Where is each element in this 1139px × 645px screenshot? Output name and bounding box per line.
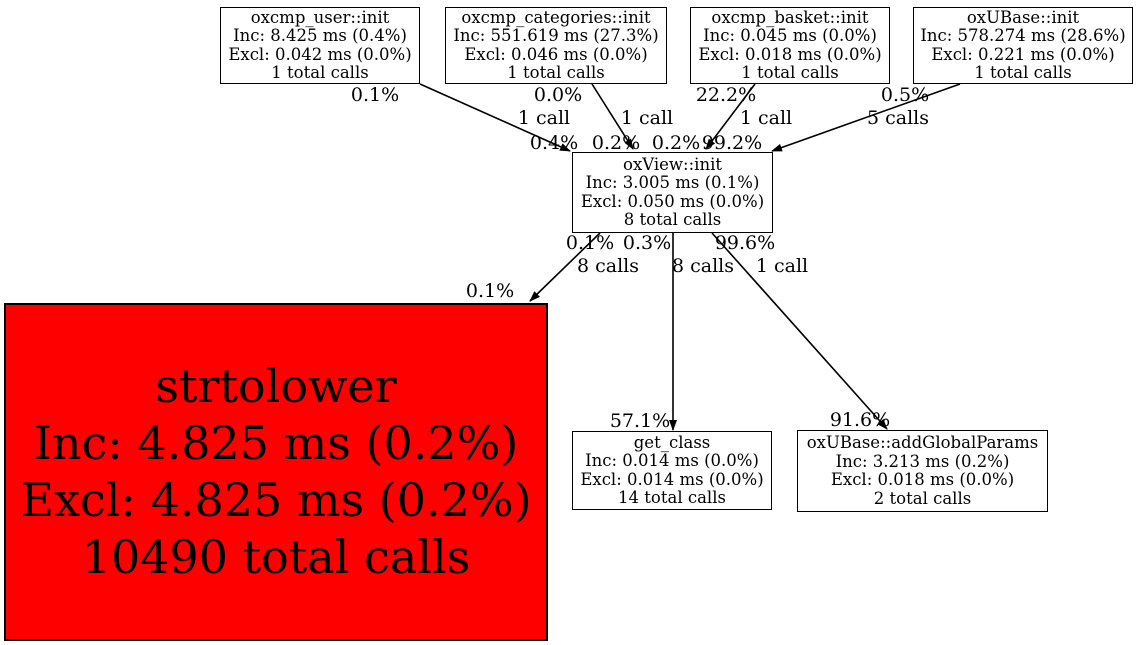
edge-oxubase-to-oxview (771, 83, 961, 152)
edge-label-strtolower-head-percent: 0.1% (465, 280, 515, 302)
edge-label-categories-call-count: 1 call (620, 107, 674, 129)
edge-label-user-tail-percent: 0.1% (350, 84, 400, 106)
node-oxcmp-basket-init: oxcmp_basket::init Inc: 0.045 ms (0.0%) … (690, 7, 890, 84)
node-title: oxUBase::addGlobalParams (806, 433, 1039, 452)
edge-label-strtolower-call-count: 8 calls (576, 255, 640, 277)
node-inclusive-cost: Inc: 3.005 ms (0.1%) (585, 173, 760, 192)
edge-label-addglobalparams-call-count: 1 call (755, 255, 809, 277)
edge-oxview-to-strtolower (529, 232, 601, 302)
node-title: oxUBase::init (966, 7, 1080, 27)
node-exclusive-cost: Excl: 0.046 ms (0.0%) (464, 44, 648, 64)
node-exclusive-cost: Excl: 0.042 ms (0.0%) (228, 44, 412, 64)
node-title: oxView::init (623, 154, 722, 174)
edge-label-oxubase-call-count: 5 calls (866, 107, 930, 129)
node-inclusive-cost: Inc: 3.213 ms (0.2%) (835, 451, 1010, 471)
edge-label-basket-head-percent: 0.2% (651, 132, 701, 154)
node-get-class: get_class Inc: 0.014 ms (0.0%) Excl: 0.0… (572, 431, 772, 510)
edge-label-basket-tail-percent: 22.2% (695, 84, 757, 106)
edge-user-to-oxview (419, 83, 571, 152)
node-oxcmp-categories-init: oxcmp_categories::init Inc: 551.619 ms (… (445, 7, 667, 84)
node-exclusive-cost: Excl: 0.018 ms (0.0%) (830, 470, 1015, 489)
edge-label-categories-tail-percent: 0.0% (533, 84, 583, 106)
edge-label-getclass-head-percent: 57.1% (609, 410, 671, 432)
node-total-calls: 10490 total calls (81, 530, 471, 584)
edge-label-addglobalparams-tail-percent: 99.6% (714, 232, 776, 254)
node-oxview-init: oxView::init Inc: 3.005 ms (0.1%) Excl: … (572, 152, 773, 233)
node-total-calls: 8 total calls (623, 210, 722, 229)
node-exclusive-cost: Excl: 0.050 ms (0.0%) (580, 191, 765, 211)
node-inclusive-cost: Inc: 0.045 ms (0.0%) (703, 26, 877, 45)
node-title: oxcmp_categories::init (461, 7, 651, 27)
edge-label-user-head-percent: 0.4% (529, 132, 579, 154)
edge-label-oxubase-head-percent: 99.2% (701, 132, 763, 154)
edge-label-addglobalparams-head-percent: 91.6% (829, 409, 891, 431)
node-exclusive-cost: Excl: 4.825 ms (0.2%) (20, 473, 532, 527)
edge-label-strtolower-tail-percent: 0.1% (565, 232, 615, 254)
node-title: get_class (633, 432, 711, 452)
node-oxcmp-user-init: oxcmp_user::init Inc: 8.425 ms (0.4%) Ex… (220, 7, 420, 84)
node-title: strtolower (155, 359, 397, 413)
node-inclusive-cost: Inc: 551.619 ms (27.3%) (453, 26, 659, 45)
node-oxubase-addglobalparams: oxUBase::addGlobalParams Inc: 3.213 ms (… (797, 430, 1048, 512)
node-strtolower: strtolower Inc: 4.825 ms (0.2%) Excl: 4.… (4, 303, 548, 641)
node-exclusive-cost: Excl: 0.018 ms (0.0%) (698, 44, 882, 64)
edge-label-getclass-call-count: 8 calls (671, 255, 735, 277)
edge-label-oxubase-tail-percent: 0.5% (880, 84, 930, 106)
edge-label-getclass-tail-percent: 0.3% (622, 232, 672, 254)
edge-oxview-to-addglobalparams (711, 232, 888, 430)
node-title: oxcmp_user::init (250, 7, 390, 27)
edge-label-categories-head-percent: 0.2% (591, 132, 641, 154)
edge-label-user-call-count: 1 call (517, 107, 571, 129)
node-inclusive-cost: Inc: 578.274 ms (28.6%) (920, 26, 1126, 45)
edge-label-basket-call-count: 1 call (739, 107, 793, 129)
node-inclusive-cost: Inc: 4.825 ms (0.2%) (33, 416, 519, 470)
node-exclusive-cost: Excl: 0.221 ms (0.0%) (931, 44, 1115, 64)
edge-categories-to-oxview (591, 83, 634, 150)
node-title: oxcmp_basket::init (711, 7, 869, 27)
node-total-calls: 1 total calls (271, 63, 369, 82)
node-exclusive-cost: Excl: 0.014 ms (0.0%) (580, 469, 764, 489)
node-total-calls: 14 total calls (618, 488, 726, 507)
node-oxubase-init: oxUBase::init Inc: 578.274 ms (28.6%) Ex… (913, 7, 1133, 84)
node-total-calls: 2 total calls (873, 488, 972, 508)
node-total-calls: 1 total calls (507, 63, 605, 82)
node-inclusive-cost: Inc: 8.425 ms (0.4%) (233, 26, 407, 45)
edge-basket-to-oxview (705, 83, 756, 150)
node-total-calls: 1 total calls (974, 63, 1072, 82)
node-total-calls: 1 total calls (741, 63, 839, 82)
node-inclusive-cost: Inc: 0.014 ms (0.0%) (585, 451, 759, 470)
